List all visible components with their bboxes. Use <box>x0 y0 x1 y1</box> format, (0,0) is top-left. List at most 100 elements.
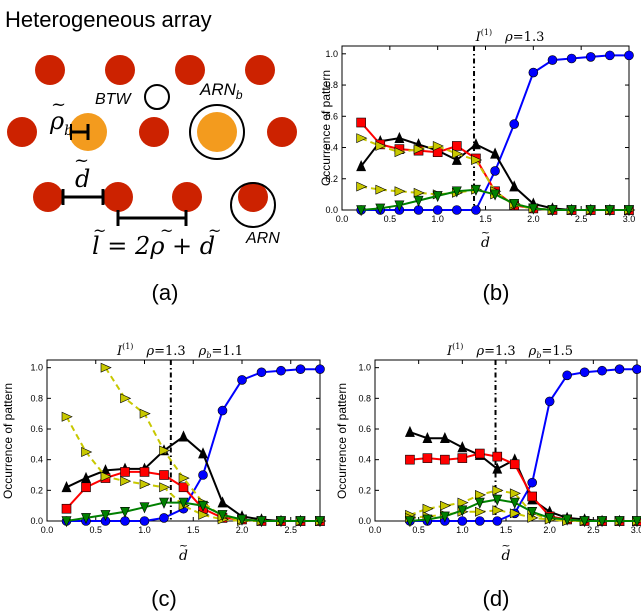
y-tick-label: 1.0 <box>358 363 371 373</box>
data-point <box>457 453 468 463</box>
data-point <box>178 497 189 509</box>
y-tick-label: 0.6 <box>30 424 43 434</box>
data-point <box>544 513 555 525</box>
data-point <box>470 184 481 196</box>
data-point <box>375 203 386 215</box>
y-tick-label: 0.0 <box>358 516 371 526</box>
arnb-ring <box>189 104 245 160</box>
y-tick-label: 0.0 <box>325 205 338 215</box>
y-tick-label: 0.0 <box>30 516 43 526</box>
data-point <box>120 476 132 487</box>
panel-a-label: (a) <box>152 280 179 305</box>
data-point <box>474 497 485 509</box>
data-point <box>394 200 405 212</box>
charts: 0.0 0.5 1.0 1.5 2.0 2.5 3.0 0.0 0.2 0.4 0.6 0.8 1.0 O… <box>1 28 641 564</box>
data-point <box>474 516 485 526</box>
data-point <box>100 510 111 522</box>
data-point <box>605 50 615 61</box>
data-point <box>413 187 425 198</box>
data-point <box>439 511 450 523</box>
data-point <box>547 205 558 217</box>
data-point <box>394 131 405 143</box>
y-tick-label: 0.4 <box>358 455 371 465</box>
data-point <box>422 453 433 463</box>
data-point <box>579 367 590 378</box>
chart-title: I(1) ρ=1.3 ρb=1.1 <box>116 342 243 360</box>
data-point <box>509 508 521 519</box>
data-point <box>451 205 462 215</box>
data-point <box>276 516 286 528</box>
d-tilde: ~ <box>74 150 89 171</box>
data-point <box>474 489 487 500</box>
red-dot <box>267 117 297 147</box>
data-point <box>405 454 415 465</box>
data-point <box>159 445 171 456</box>
data-point <box>61 481 72 493</box>
data-point <box>356 133 368 144</box>
data-point <box>632 516 641 528</box>
plot-frame <box>46 359 321 522</box>
data-point <box>413 195 424 207</box>
y-tick-label: 0.8 <box>325 80 338 90</box>
y-tick-label: 0.6 <box>358 424 371 434</box>
data-point <box>527 506 538 519</box>
x-tick-label: 1.5 <box>500 525 513 535</box>
data-point <box>61 516 72 528</box>
data-point <box>492 485 504 496</box>
formula-tilde: ~ <box>93 221 106 240</box>
data-point <box>474 448 485 459</box>
data-point <box>100 471 112 482</box>
y-tick-label: 1.0 <box>30 363 43 373</box>
data-point <box>404 516 415 528</box>
data-point <box>624 50 634 61</box>
formula-tilde: ~ <box>208 221 221 240</box>
data-point <box>492 451 503 462</box>
y-axis-label: Occurrence of pattern <box>1 383 15 499</box>
data-point <box>451 186 462 198</box>
data-point <box>120 467 130 477</box>
arnb-dot <box>197 112 237 152</box>
data-point <box>528 67 539 78</box>
x-tick-label: 2.5 <box>284 525 297 535</box>
chart-title: I(1) ρ=1.3 ρb=1.5 <box>446 342 573 360</box>
x-tick-label: 1.5 <box>187 525 200 535</box>
series-0 <box>356 50 634 215</box>
data-point <box>198 509 210 520</box>
d-bracket <box>61 189 105 205</box>
data-point <box>237 375 247 385</box>
data-point <box>490 147 501 159</box>
panel-a: Heterogeneous array BTW ARNb ARN <box>5 7 297 305</box>
chart-title: I(1) ρ=1.3 <box>475 28 545 45</box>
d-symbol: d <box>75 165 90 193</box>
rho-b-main: ρ <box>49 107 64 135</box>
data-point <box>440 500 452 511</box>
data-point <box>356 117 366 128</box>
data-point <box>624 205 634 217</box>
data-point <box>159 482 171 493</box>
panel-b-label: (b) <box>483 280 510 305</box>
data-point <box>597 516 608 528</box>
y-tick-label: 0.4 <box>30 455 43 465</box>
data-point <box>566 53 577 64</box>
data-point <box>139 408 151 419</box>
data-point <box>375 140 387 151</box>
data-point <box>614 364 625 375</box>
data-point <box>276 365 286 376</box>
data-point <box>178 482 189 493</box>
x-tick-label: 0.0 <box>41 525 54 535</box>
series-3 <box>61 411 327 526</box>
data-point <box>509 198 520 210</box>
data-point <box>457 497 469 508</box>
data-point <box>492 494 503 506</box>
x-tick-label: 3.0 <box>631 525 641 535</box>
y-tick-label: 0.6 <box>325 111 338 121</box>
x-tick-label: 0.0 <box>336 214 349 224</box>
data-point <box>527 477 538 488</box>
red-dot <box>245 55 275 85</box>
data-point <box>295 516 306 528</box>
y-tick-label: 0.2 <box>358 485 371 495</box>
x-tick-label: 1.5 <box>479 214 492 224</box>
data-point <box>198 500 208 512</box>
red-dot <box>33 182 63 212</box>
y-tick-label: 0.2 <box>30 485 43 495</box>
